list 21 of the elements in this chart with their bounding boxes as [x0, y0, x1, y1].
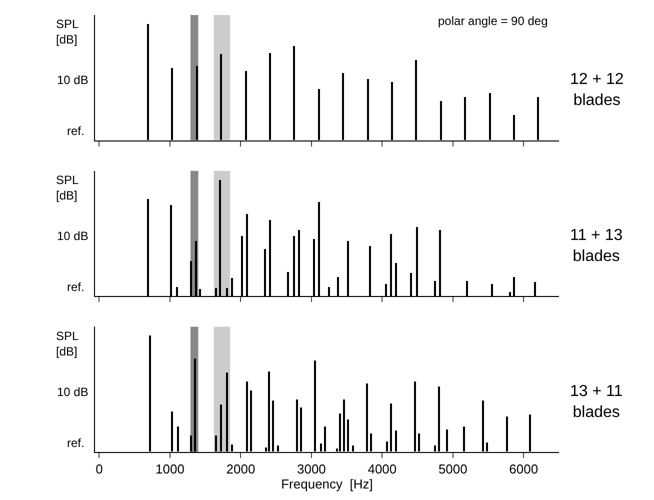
text: 10 dB [57, 73, 88, 87]
y-axis-title: SPL [dB] [56, 17, 80, 47]
text: 10 dB [57, 229, 88, 243]
y-axis-title: SPL [dB] [56, 329, 80, 359]
x-tick-label: 1000 [156, 462, 184, 477]
x-tick-label: 2000 [226, 462, 256, 477]
text: 11 + 13 blades [570, 227, 623, 265]
annotation: polar angle = 90 deg [438, 14, 548, 28]
text: 13 + 11 blades [570, 383, 623, 421]
x-tick-label: 5000 [438, 462, 468, 477]
text: ref. [67, 124, 84, 138]
x-tick-label: 4000 [368, 462, 397, 477]
text: 10 dB [57, 385, 88, 399]
x-tick-label: 6000 [509, 462, 538, 477]
text: 12 + 12 blades [570, 71, 624, 109]
x-axis-title: Frequency [Hz] [281, 476, 373, 492]
text: ref. [67, 280, 84, 294]
x-tick-label: 3000 [296, 462, 326, 477]
text: ref. [67, 436, 84, 450]
x-tick-label: 0 [96, 462, 103, 477]
y-axis-title: SPL [dB] [56, 173, 80, 203]
